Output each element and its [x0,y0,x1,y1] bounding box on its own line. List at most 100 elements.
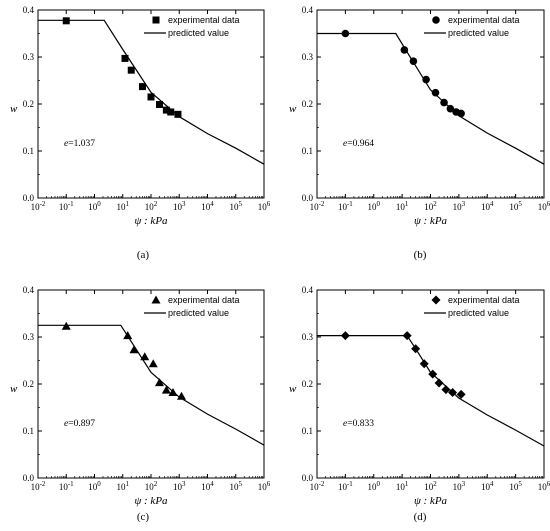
data-point [155,378,165,387]
x-tick-label: 101 [396,480,409,492]
x-tick-exponent: 5 [518,480,522,488]
legend-label-predicted: predicted value [448,28,509,38]
legend-label-predicted: predicted value [448,308,509,318]
y-tick-label: 0.1 [302,146,313,156]
x-tick-exponent: 6 [267,200,271,208]
y-tick-label: 0.0 [302,473,314,483]
x-tick-exponent: 6 [267,480,271,488]
x-tick-exponent: -1 [347,200,353,208]
x-axis-label: ψ : kPa [414,495,448,507]
data-point [441,385,451,395]
x-tick-exponent: 4 [490,480,494,488]
x-tick-label: 101 [117,480,130,492]
chart-panel-c: 10-2 10-1 100 101 102 103 104 105 1060.00.10.20.… [10,285,271,523]
data-point [456,389,466,399]
x-tick-base: 10 [59,202,69,212]
x-tick-exponent: 4 [490,200,494,208]
x-tick-exponent: 6 [547,480,550,488]
legend-label-predicted: predicted value [168,308,229,318]
data-point [431,88,440,97]
x-tick-label: 102 [145,200,158,212]
data-point [402,331,412,341]
y-axis-label: w [289,383,297,395]
x-tick-label: 10-1 [338,200,353,212]
x-tick-base: 10 [538,202,548,212]
x-tick-base: 10 [173,482,183,492]
x-tick-label: 100 [368,480,381,492]
x-tick-base: 10 [258,202,268,212]
x-tick-base: 10 [230,482,240,492]
data-point [138,83,146,91]
x-tick-base: 10 [338,482,348,492]
x-tick-base: 10 [396,202,406,212]
x-tick-exponent: -1 [68,200,74,208]
x-tick-label: 100 [368,200,381,212]
x-tick-label: 10-2 [31,480,46,492]
x-tick-label: 105 [509,200,522,212]
x-tick-exponent: 2 [433,200,437,208]
data-point [156,100,164,108]
panel-caption: (c) [137,511,150,523]
y-tick-label: 0.3 [302,332,314,342]
x-tick-base: 10 [310,482,320,492]
x-tick-label: 103 [453,480,466,492]
void-ratio-annotation: e=0.964 [343,139,374,149]
plot-frame [37,9,265,199]
x-tick-base: 10 [145,202,155,212]
y-tick-label: 0.4 [23,285,35,295]
data-point [61,321,71,330]
void-ratio-annotation: e=0.833 [343,419,374,429]
y-tick-label: 0.2 [23,379,34,389]
x-tick-base: 10 [310,202,320,212]
x-tick-label: 102 [424,200,437,212]
x-tick-base: 10 [538,482,548,492]
x-tick-exponent: -2 [319,200,325,208]
data-point [419,359,429,369]
x-tick-label: 10-2 [310,480,325,492]
x-tick-base: 10 [117,202,127,212]
x-tick-label: 10-2 [310,200,325,212]
data-point [151,295,161,304]
x-tick-exponent: 3 [462,200,466,208]
x-tick-base: 10 [368,202,378,212]
x-tick-base: 10 [201,482,211,492]
legend-label-predicted: predicted value [168,28,229,38]
data-point [161,385,171,394]
void-ratio-value: =1.037 [68,139,95,149]
x-tick-label: 101 [396,200,409,212]
data-point [432,16,440,24]
x-tick-label: 104 [201,480,214,492]
x-tick-exponent: 1 [405,480,409,488]
predicted-value-line [38,19,265,165]
y-axis-label: w [289,103,297,115]
y-tick-label: 0.4 [23,5,35,15]
chart-panel-a: 10-2 10-1 100 101 102 103 104 105 1060.00.10.20.… [10,5,271,261]
data-point [148,359,158,368]
y-tick-label: 0.3 [23,52,35,62]
x-tick-exponent: 2 [154,200,158,208]
x-tick-exponent: 3 [462,480,466,488]
x-tick-exponent: 1 [126,200,130,208]
x-tick-base: 10 [481,482,491,492]
y-tick-label: 0.1 [23,146,34,156]
x-tick-exponent: 0 [377,480,381,488]
data-point [422,75,430,84]
x-tick-base: 10 [145,482,155,492]
x-tick-label: 104 [481,480,494,492]
data-point [129,345,139,354]
x-tick-label: 102 [424,480,437,492]
x-axis-label: ψ : kPa [134,215,168,227]
x-axis-label: ψ : kPa [414,215,448,227]
predicted-value-line [38,324,265,446]
data-point [440,98,448,107]
x-tick-exponent: 0 [97,480,101,488]
x-tick-exponent: 5 [239,200,243,208]
data-point [62,17,70,25]
data-point [174,110,182,118]
x-tick-base: 10 [368,482,378,492]
x-tick-base: 10 [31,482,41,492]
panel-caption: (d) [414,511,427,523]
y-tick-label: 0.3 [23,332,35,342]
x-tick-label: 106 [538,200,550,212]
void-ratio-annotation: e=1.037 [64,139,95,149]
